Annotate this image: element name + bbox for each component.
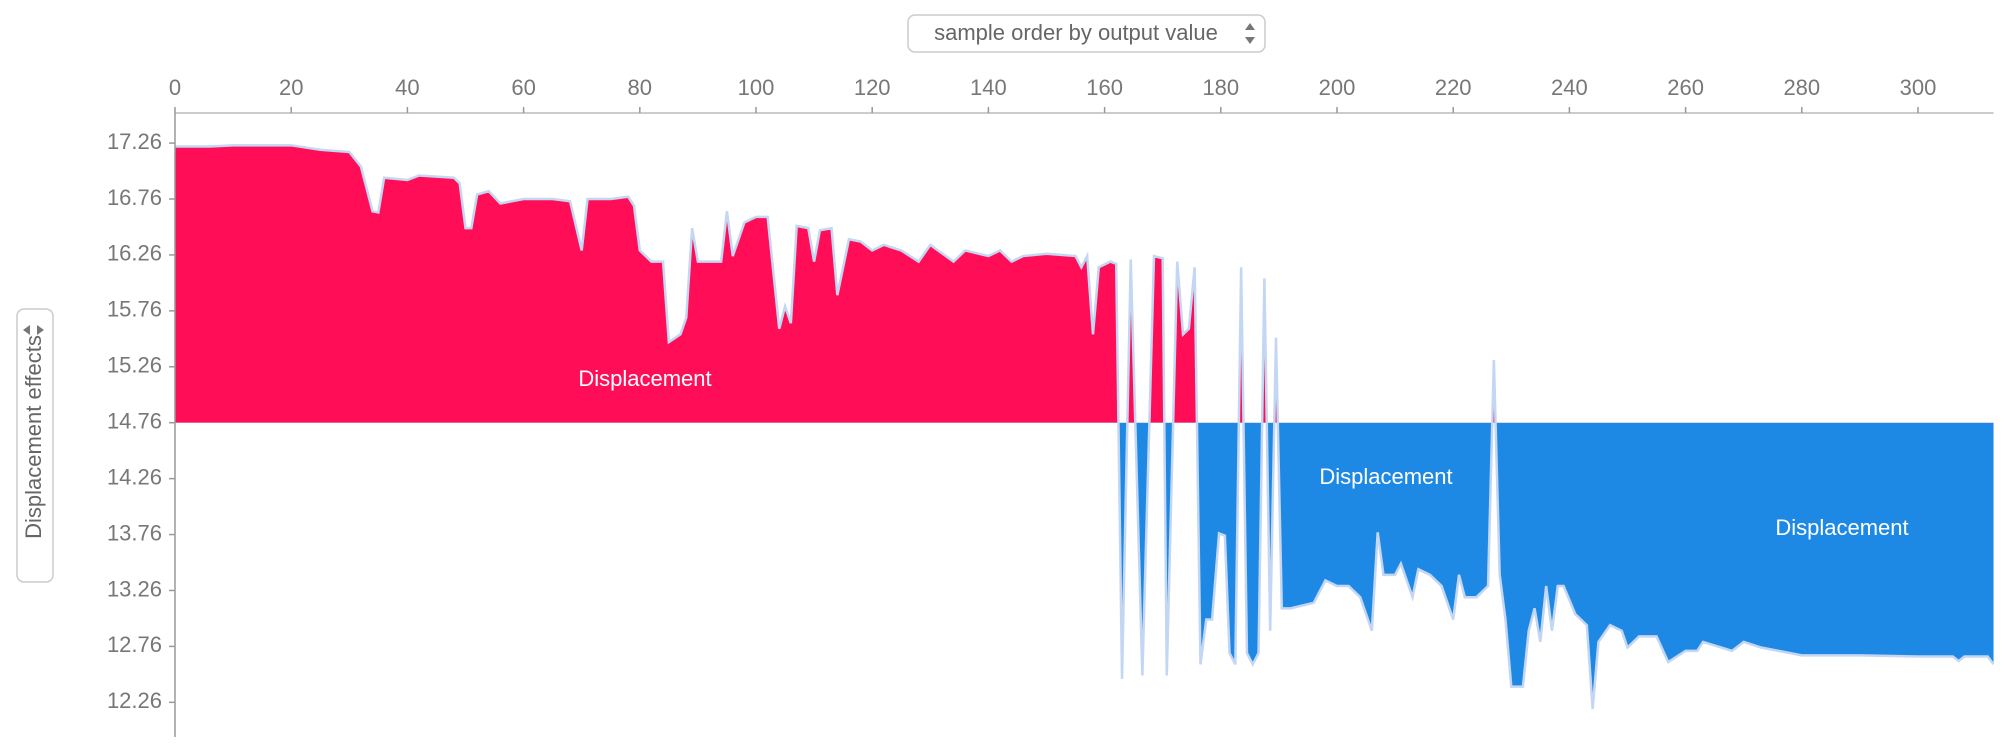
x-tick-label: 180 <box>1202 75 1239 100</box>
x-tick-label: 260 <box>1667 75 1704 100</box>
x-tick-label: 80 <box>628 75 652 100</box>
output-line <box>175 144 1995 710</box>
feature-label: Displacement <box>1775 515 1908 540</box>
x-tick-label: 200 <box>1319 75 1356 100</box>
x-tick-label: 60 <box>511 75 535 100</box>
select-box[interactable] <box>16 308 54 583</box>
x-tick-label: 240 <box>1551 75 1588 100</box>
feature-label: Displacement <box>1319 464 1452 489</box>
select-box[interactable] <box>907 14 1266 53</box>
x-tick-label: 100 <box>738 75 775 100</box>
x-tick-label: 20 <box>279 75 303 100</box>
y-tick-label: 12.76 <box>107 632 162 657</box>
y-axis-label[interactable]: Displacement effects <box>21 335 46 539</box>
x-tick-label: 220 <box>1435 75 1472 100</box>
y-tick-label: 16.26 <box>107 241 162 266</box>
x-tick-label: 280 <box>1783 75 1820 100</box>
select-arrows[interactable] <box>23 325 44 335</box>
y-tick-label: 15.26 <box>107 353 162 378</box>
x-tick-label: 140 <box>970 75 1007 100</box>
y-tick-label: 14.26 <box>107 464 162 489</box>
x-tick-label: 300 <box>1900 75 1937 100</box>
y-tick-label: 13.26 <box>107 576 162 601</box>
negative-area <box>175 422 1994 710</box>
x-tick-label: 0 <box>169 75 181 100</box>
y-tick-label: 12.26 <box>107 688 162 713</box>
y-tick-label: 14.76 <box>107 409 162 434</box>
x-tick-label: 120 <box>854 75 891 100</box>
x-tick-label: 160 <box>1086 75 1123 100</box>
y-tick-label: 16.76 <box>107 185 162 210</box>
y-tick-label: 15.76 <box>107 297 162 322</box>
sort-select[interactable]: sample order by output value <box>907 14 1266 53</box>
y-tick-label: 17.26 <box>107 129 162 154</box>
y-tick-label: 13.76 <box>107 520 162 545</box>
select-text[interactable]: sample order by output value <box>934 20 1218 45</box>
feature-label: Displacement <box>578 366 711 391</box>
x-tick-label: 40 <box>395 75 419 100</box>
y-label-select[interactable]: Displacement effects <box>16 308 54 583</box>
select-arrows[interactable] <box>1245 23 1255 44</box>
